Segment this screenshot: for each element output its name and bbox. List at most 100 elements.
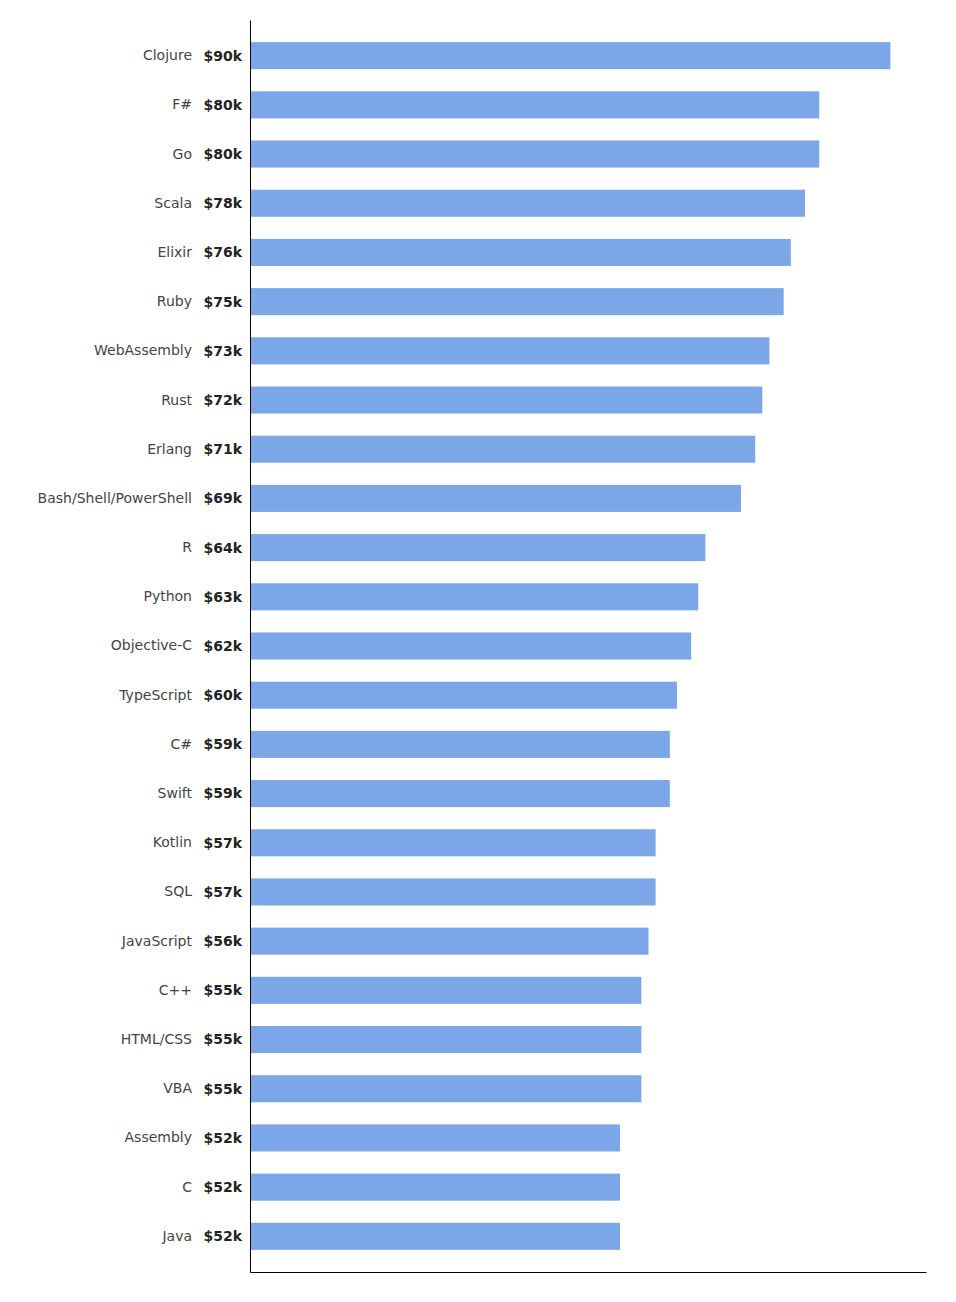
data-label: $55k [203, 982, 242, 998]
bar [250, 928, 648, 955]
data-label: $78k [203, 195, 242, 211]
y-tick: F# [172, 96, 250, 112]
category-label: Python [143, 588, 192, 604]
category-label: C# [170, 736, 192, 752]
y-tick: Clojure [143, 47, 250, 63]
data-label: $63k [203, 589, 242, 605]
data-label: $59k [203, 736, 242, 752]
data-label: $62k [203, 638, 242, 654]
data-label: $76k [203, 244, 242, 260]
data-labels: $90k $80k $80k $78k $76k $75k $73k $72k $71k $69k… [203, 48, 242, 1245]
y-tick: Ruby [157, 293, 250, 309]
category-label: Java [161, 1228, 192, 1244]
chart: Clojure F# Go Scala Elixir Ruby WebAssembly Rus… [0, 0, 956, 1302]
data-label: $60k [203, 687, 242, 703]
bar [250, 878, 656, 905]
category-label: Swift [158, 785, 193, 801]
y-tick: Scala [154, 195, 250, 211]
category-label: C [182, 1179, 192, 1195]
data-label: $73k [203, 343, 242, 359]
data-label: $56k [203, 933, 242, 949]
y-tick: R [182, 539, 250, 555]
category-label: F# [172, 96, 192, 112]
bar [250, 534, 705, 561]
y-tick: TypeScript [118, 687, 250, 703]
data-label: $52k [203, 1130, 242, 1146]
data-label: $57k [203, 884, 242, 900]
bar [250, 91, 819, 118]
y-tick: Bash/Shell/PowerShell [38, 490, 250, 506]
data-label: $52k [203, 1228, 242, 1244]
y-tick: Kotlin [153, 834, 250, 850]
bar [250, 1174, 620, 1201]
data-label: $80k [203, 146, 242, 162]
category-label: Scala [154, 195, 192, 211]
x-axis-line [251, 1272, 927, 1273]
bar [250, 583, 698, 610]
category-label: HTML/CSS [121, 1031, 192, 1047]
bar [250, 337, 769, 364]
y-tick: JavaScript [121, 933, 250, 949]
y-tick: Swift [158, 785, 250, 801]
x-axis [251, 1272, 927, 1273]
bar [250, 829, 656, 856]
category-label: Erlang [147, 441, 192, 457]
data-label: $52k [203, 1179, 242, 1195]
y-tick: Assembly [125, 1129, 250, 1145]
y-tick: SQL [164, 883, 250, 899]
data-label: $55k [203, 1081, 242, 1097]
y-tick: Objective-C [111, 637, 250, 653]
bar [250, 141, 819, 168]
category-label: SQL [164, 883, 192, 899]
data-label: $57k [203, 835, 242, 851]
data-label: $55k [203, 1031, 242, 1047]
bar [250, 1223, 620, 1250]
data-label: $71k [203, 441, 242, 457]
y-tick: C++ [159, 982, 250, 998]
bar [250, 780, 670, 807]
bar [250, 632, 691, 659]
bar [250, 1075, 641, 1102]
y-tick: WebAssembly [94, 342, 250, 358]
category-label: Clojure [143, 47, 192, 63]
bar [250, 42, 890, 69]
y-tick: VBA [163, 1080, 250, 1096]
data-label: $64k [203, 540, 242, 556]
bar [250, 485, 741, 512]
y-tick: Java [161, 1228, 250, 1244]
category-label: Rust [161, 392, 192, 408]
bar [250, 682, 677, 709]
category-label: Assembly [125, 1129, 192, 1145]
category-label: JavaScript [121, 933, 193, 949]
category-label: Elixir [157, 244, 192, 260]
bar [250, 436, 755, 463]
y-axis-line [250, 21, 251, 1273]
category-label: C++ [159, 982, 192, 998]
category-label: VBA [163, 1080, 192, 1096]
category-label: TypeScript [118, 687, 192, 703]
y-tick: Go [173, 146, 250, 162]
data-label: $75k [203, 294, 242, 310]
data-label: $72k [203, 392, 242, 408]
bar [250, 190, 805, 217]
category-label: Objective-C [111, 637, 192, 653]
bars [250, 42, 890, 1250]
y-tick: C [182, 1179, 250, 1195]
data-label: $59k [203, 785, 242, 801]
bar [250, 731, 670, 758]
bar [250, 977, 641, 1004]
data-label: $69k [203, 490, 242, 506]
y-tick: C# [170, 736, 250, 752]
bar [250, 1026, 641, 1053]
category-label: Go [173, 146, 192, 162]
y-tick: Rust [161, 392, 250, 408]
bar [250, 239, 791, 266]
data-label: $90k [203, 48, 242, 64]
y-tick: Python [143, 588, 250, 604]
data-label: $80k [203, 97, 242, 113]
category-label: R [182, 539, 192, 555]
y-tick: Elixir [157, 244, 250, 260]
category-label: Kotlin [153, 834, 192, 850]
category-label: Ruby [157, 293, 192, 309]
y-axis: Clojure F# Go Scala Elixir Ruby WebAssembly Rus… [38, 21, 251, 1273]
